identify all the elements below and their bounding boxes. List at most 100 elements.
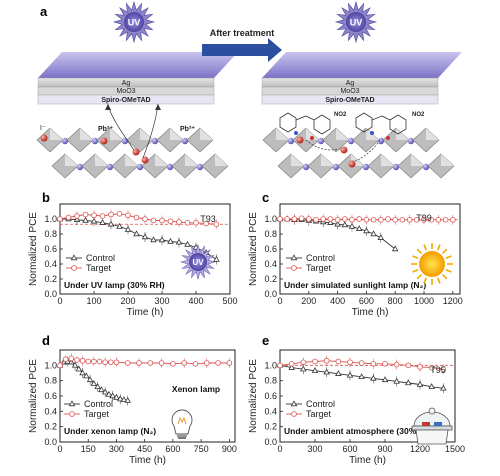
cation bbox=[91, 137, 99, 145]
data-point-target bbox=[442, 216, 449, 223]
chart-panel-b: b 0 100 200 300 400 500 0.0 0.2 0.4 0.6 0.8 1.0 Time … bbox=[28, 190, 238, 318]
y-axis-label: Normalized PCE bbox=[248, 212, 259, 286]
data-point-target bbox=[176, 219, 182, 225]
data-point-target bbox=[370, 216, 377, 223]
sun-ray bbox=[442, 274, 448, 280]
data-point-control bbox=[300, 365, 307, 372]
x-tick-label: 0 bbox=[57, 444, 62, 454]
condition-text: Under simulated sunlight lamp (N₂) bbox=[284, 280, 426, 290]
octahedron-face bbox=[200, 128, 213, 140]
sun-ray bbox=[442, 248, 448, 254]
cation bbox=[422, 163, 430, 171]
uv-lamp-icon-b: UV bbox=[179, 243, 217, 281]
data-point-control bbox=[327, 219, 334, 225]
octahedron-face bbox=[50, 128, 63, 140]
uv-lamp-left-icon: UV bbox=[112, 0, 156, 44]
after-treatment-arrow: After treatment bbox=[202, 28, 282, 62]
data-point-control bbox=[90, 380, 98, 386]
data-point-control bbox=[323, 368, 330, 375]
data-point-target bbox=[184, 219, 191, 226]
x-tick-label: 1500 bbox=[445, 444, 465, 454]
legend-marker-target bbox=[291, 411, 297, 417]
y-tick-label: 0.8 bbox=[264, 229, 277, 239]
series-line-target bbox=[59, 357, 230, 366]
x-tick-label: 800 bbox=[388, 296, 403, 306]
y-tick-label: 0.0 bbox=[44, 437, 57, 447]
x-tick-label: 1000 bbox=[414, 296, 434, 306]
data-point-target bbox=[170, 360, 176, 367]
data-point-target bbox=[347, 359, 353, 366]
data-point-control bbox=[363, 227, 370, 234]
sun-ray bbox=[412, 269, 419, 273]
data-point-target bbox=[215, 360, 221, 366]
data-point-target bbox=[213, 221, 220, 228]
x-tick-label: 400 bbox=[188, 296, 203, 306]
data-point-target bbox=[385, 216, 391, 222]
octahedron-face bbox=[336, 128, 349, 140]
x-tick-label: 900 bbox=[377, 444, 392, 454]
data-point-target bbox=[417, 364, 423, 370]
data-point-target bbox=[358, 360, 365, 366]
layer-left-ag: Ag bbox=[122, 80, 131, 87]
x-tick-label: 750 bbox=[194, 444, 209, 454]
data-point-control bbox=[393, 377, 400, 384]
y-tick-label: 0.2 bbox=[264, 274, 277, 284]
x-tick-label: 600 bbox=[342, 444, 357, 454]
data-point-target bbox=[226, 360, 233, 366]
cation bbox=[76, 163, 84, 171]
data-point-target bbox=[370, 360, 377, 367]
data-point-target bbox=[435, 216, 442, 223]
y-tick-label: 1.0 bbox=[44, 214, 57, 224]
data-point-target bbox=[96, 358, 103, 365]
octahedron-face bbox=[321, 154, 334, 166]
chart-panel-d: d 0 150 300 450 600 750 900 0.0 0.2 0.4 0.6 0.8 1.0 Ti… bbox=[28, 333, 237, 466]
octahedron-face bbox=[80, 128, 93, 140]
x-tick-label: 1200 bbox=[443, 296, 463, 306]
data-point-target bbox=[377, 216, 384, 223]
data-point-control bbox=[355, 225, 363, 231]
x-tick-label: 300 bbox=[307, 444, 322, 454]
data-point-control bbox=[99, 219, 106, 225]
legend-marker-target bbox=[291, 265, 297, 271]
data-point-target bbox=[167, 218, 174, 225]
data-point-target bbox=[356, 216, 363, 222]
data-point-control bbox=[75, 365, 83, 372]
data-point-target bbox=[335, 358, 342, 365]
y-tick-label: 0.6 bbox=[264, 391, 277, 401]
y-tick-label: 0.6 bbox=[44, 244, 57, 254]
data-point-target bbox=[392, 216, 399, 223]
octahedron-face bbox=[65, 154, 78, 166]
y-axis-label: Normalized PCE bbox=[28, 359, 39, 433]
data-point-target bbox=[323, 357, 330, 364]
y-tick-label: 0.0 bbox=[264, 289, 277, 299]
octahedron-face bbox=[185, 154, 198, 166]
panel-a-label: a bbox=[40, 4, 48, 19]
x-tick-label: 300 bbox=[109, 444, 124, 454]
octahedron-face bbox=[215, 154, 228, 166]
chart-panel-e: e 0 300 600 900 1200 1500 0.0 0.2 0.4 0.6 0.8 1.0 Tim… bbox=[248, 333, 465, 466]
cation bbox=[181, 137, 189, 145]
y-tick-label: 0.8 bbox=[44, 229, 57, 239]
legend-label-control: Control bbox=[86, 253, 115, 263]
x-tick-label: 0 bbox=[57, 296, 62, 306]
x-tick-label: 200 bbox=[120, 296, 135, 306]
cation bbox=[332, 163, 340, 171]
legend-marker-target bbox=[71, 265, 77, 271]
y-tick-label: 0.4 bbox=[44, 406, 57, 416]
x-tick-label: 1200 bbox=[410, 444, 430, 454]
data-point-target bbox=[57, 216, 63, 222]
data-point-control bbox=[428, 383, 435, 390]
data-point-control bbox=[288, 364, 295, 370]
sun-ray bbox=[423, 277, 427, 284]
panel-label-c: c bbox=[262, 190, 269, 205]
data-point-control bbox=[167, 237, 174, 244]
data-point-target bbox=[91, 212, 97, 219]
lead-ion-left bbox=[100, 137, 108, 145]
data-point-control bbox=[107, 220, 115, 227]
data-point-target bbox=[68, 355, 75, 362]
data-point-target bbox=[363, 216, 370, 223]
octahedron-face bbox=[170, 128, 183, 140]
annotation-text: T99 bbox=[416, 213, 432, 223]
data-point-target bbox=[334, 216, 341, 223]
data-point-control bbox=[175, 238, 183, 245]
